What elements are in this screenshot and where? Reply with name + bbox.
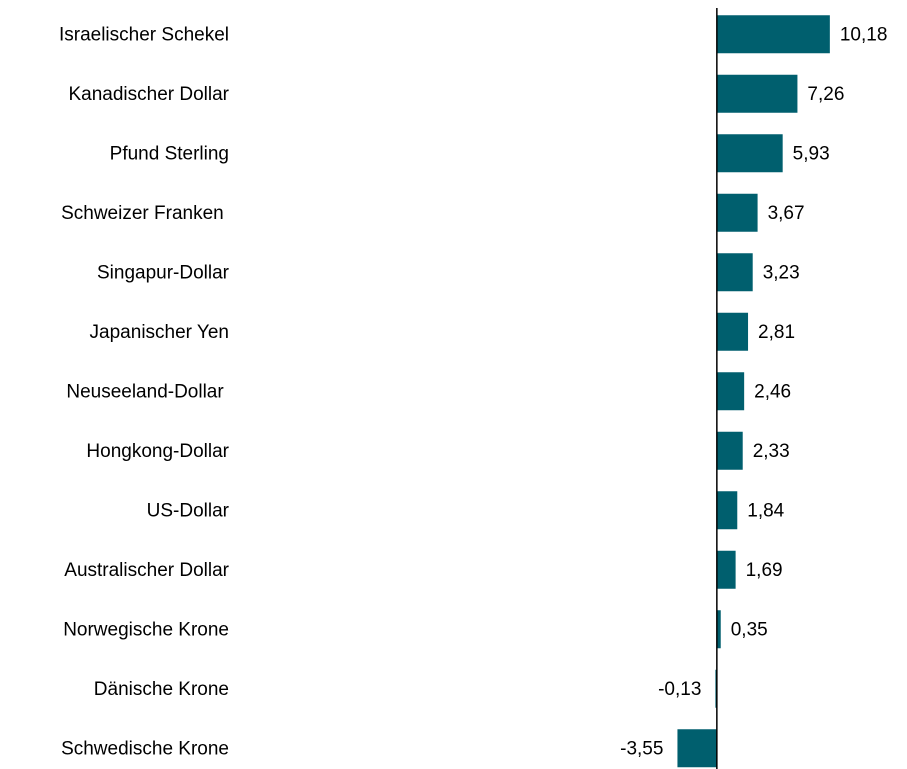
- value-label: 1,84: [747, 500, 784, 521]
- category-label: US-Dollar: [147, 500, 230, 521]
- value-label: 2,33: [753, 441, 790, 462]
- bar: [716, 15, 830, 54]
- category-label: Singapur-Dollar: [97, 262, 230, 283]
- bar: [716, 193, 758, 232]
- category-label: Neuseeland-Dollar: [66, 381, 229, 402]
- value-label: 5,93: [793, 143, 830, 164]
- bar: [716, 253, 753, 292]
- category-label: Hongkong-Dollar: [86, 441, 229, 462]
- category-label: Schwedische Krone: [61, 738, 229, 759]
- bar: [716, 550, 736, 589]
- category-label: Norwegische Krone: [63, 619, 229, 640]
- value-label: 7,26: [807, 84, 844, 105]
- bar: [716, 372, 745, 411]
- value-label: -3,55: [620, 738, 663, 759]
- bar: [677, 729, 717, 768]
- value-label: 0,35: [731, 619, 768, 640]
- category-label: Pfund Sterling: [110, 143, 229, 164]
- bar: [716, 74, 798, 113]
- value-label: 1,69: [746, 560, 783, 581]
- bar: [716, 134, 783, 173]
- value-label: -0,13: [658, 679, 701, 700]
- bar: [716, 431, 743, 470]
- value-label: 3,67: [768, 203, 805, 224]
- category-label: Schweizer Franken: [61, 203, 229, 224]
- category-label: Kanadischer Dollar: [68, 84, 229, 105]
- value-label: 2,81: [758, 322, 795, 343]
- category-label: Dänische Krone: [94, 679, 229, 700]
- category-label: Australischer Dollar: [64, 560, 229, 581]
- bar: [716, 610, 721, 649]
- value-label: 10,18: [840, 24, 888, 45]
- value-label: 3,23: [763, 262, 800, 283]
- bar: [716, 491, 738, 530]
- value-label: 2,46: [754, 381, 791, 402]
- bar: [716, 312, 749, 351]
- category-label: Japanischer Yen: [90, 322, 229, 343]
- category-label: Israelischer Schekel: [59, 24, 229, 45]
